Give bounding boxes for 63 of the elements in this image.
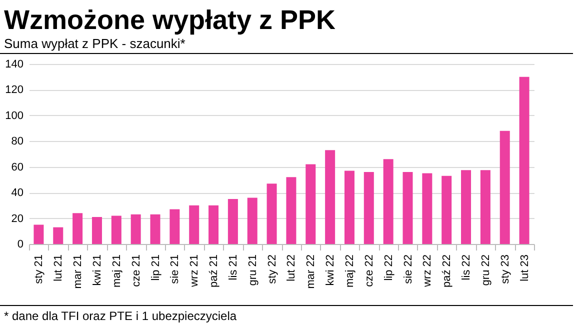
x-tick-label: sie 22 (402, 254, 414, 284)
x-tick-label: cze 21 (130, 254, 142, 287)
bar (228, 199, 238, 244)
x-tick-label: maj 21 (110, 254, 123, 288)
bar (480, 170, 490, 244)
x-tick-label: sty 22 (266, 254, 278, 284)
x-tick-label: lip 22 (382, 254, 395, 281)
y-tick-label: 80 (11, 136, 24, 148)
y-tick-label: 0 (17, 238, 24, 250)
y-tick-label: 140 (5, 58, 24, 70)
x-tick-label: mar 22 (305, 254, 318, 289)
bar (519, 76, 530, 244)
bar (383, 159, 394, 244)
bar (422, 173, 432, 244)
bar (208, 205, 219, 244)
bar (170, 209, 180, 244)
x-tick-label: kwi 21 (91, 254, 104, 286)
bar (53, 227, 64, 244)
bar (130, 214, 141, 244)
x-tick-label: sie 21 (169, 254, 182, 284)
bar (189, 205, 200, 244)
x-tick-label: lut 21 (52, 254, 65, 282)
bar (325, 150, 336, 244)
y-tick-label: 40 (11, 187, 24, 200)
bar (247, 198, 258, 244)
x-tick-label: lis 22 (460, 254, 473, 280)
bar (442, 176, 452, 244)
x-tick-label: mar 21 (72, 254, 84, 289)
chart-title: Wzmożone wypłaty z PPK (3, 4, 337, 36)
x-tick-label: gru 22 (480, 254, 492, 286)
x-tick-label: cze 22 (363, 254, 376, 287)
x-tick-label: kwi 22 (324, 254, 337, 286)
y-tick-label: 120 (5, 84, 24, 96)
y-tick-label: 100 (5, 110, 24, 122)
bar (500, 130, 510, 244)
bar (461, 170, 472, 244)
bar (364, 172, 374, 244)
text: * dane dla TFI oraz PTE i 1 ubezpieczyciela (0, 305, 573, 323)
bar (92, 217, 102, 244)
y-tick-label: 60 (11, 161, 24, 174)
x-tick-label: sty 21 (33, 254, 46, 284)
bar (286, 177, 296, 244)
x-tick-label: paź 22 (441, 254, 454, 288)
x-tick-label: wrz 22 (422, 254, 434, 288)
x-tick-label: wrz 21 (188, 254, 201, 288)
x-tick-label: gru 21 (246, 254, 259, 286)
bar (111, 216, 122, 244)
x-tick-label: lip 21 (150, 254, 162, 281)
chart-subtitle: Suma wypłat z PPK - szacunki* (0, 36, 573, 54)
bar (266, 184, 277, 244)
x-tick-label: lut 23 (518, 254, 531, 282)
y-tick-label: 20 (11, 212, 24, 225)
x-tick-label: lis 21 (227, 254, 240, 280)
bar (34, 224, 44, 244)
bar (72, 213, 83, 244)
bar (306, 164, 316, 244)
bar (344, 170, 354, 244)
x-tick-label: maj 22 (344, 254, 356, 288)
x-tick-label: paź 21 (208, 254, 220, 288)
x-tick-label: sty 23 (499, 254, 512, 284)
x-tick-label: lut 22 (286, 254, 298, 282)
bar (402, 172, 413, 244)
bar (150, 214, 160, 244)
